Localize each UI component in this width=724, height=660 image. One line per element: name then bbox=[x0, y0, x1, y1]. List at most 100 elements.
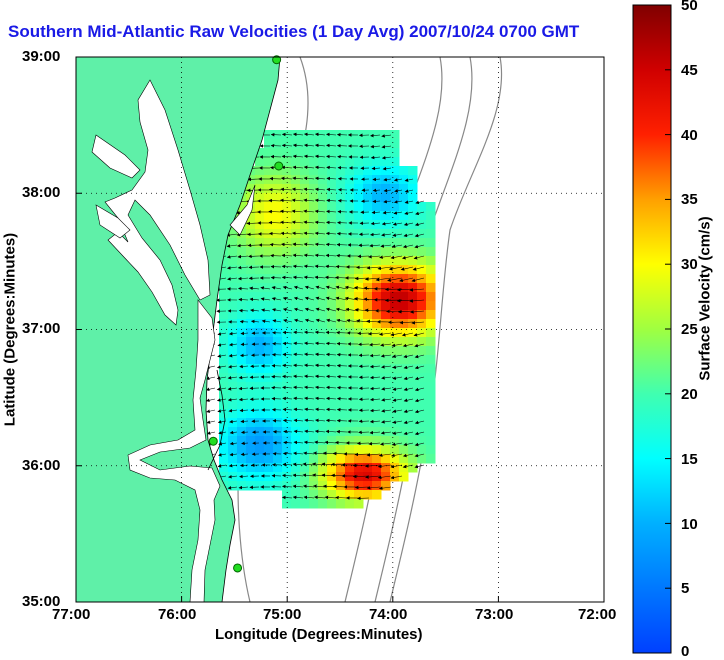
velocity-cell bbox=[327, 220, 337, 230]
velocity-cell bbox=[408, 346, 418, 356]
velocity-cell bbox=[282, 454, 292, 464]
velocity-cell bbox=[282, 202, 292, 212]
velocity-cell bbox=[327, 418, 337, 428]
velocity-cell bbox=[282, 319, 292, 329]
velocity-cell bbox=[390, 184, 400, 194]
velocity-cell bbox=[255, 355, 265, 365]
velocity-cell bbox=[255, 265, 265, 275]
velocity-cell bbox=[327, 400, 337, 410]
velocity-cell bbox=[390, 148, 400, 158]
velocity-cell bbox=[408, 364, 418, 374]
velocity-cell bbox=[219, 445, 229, 455]
velocity-cell bbox=[300, 274, 310, 284]
velocity-cell bbox=[408, 283, 418, 293]
velocity-cell bbox=[408, 355, 418, 365]
velocity-cell bbox=[273, 382, 283, 392]
velocity-cell bbox=[327, 139, 337, 149]
velocity-cell bbox=[282, 211, 292, 221]
velocity-cell bbox=[318, 148, 328, 158]
velocity-cell bbox=[372, 202, 382, 212]
velocity-cell bbox=[309, 436, 319, 446]
velocity-cell bbox=[399, 247, 409, 257]
velocity-cell bbox=[381, 346, 391, 356]
velocity-cell bbox=[291, 454, 301, 464]
velocity-cell bbox=[399, 166, 409, 176]
velocity-cell bbox=[390, 220, 400, 230]
velocity-cell bbox=[219, 364, 229, 374]
velocity-cell bbox=[255, 382, 265, 392]
velocity-cell bbox=[336, 454, 346, 464]
velocity-cell bbox=[300, 238, 310, 248]
velocity-cell bbox=[300, 157, 310, 167]
colorbar-tick-label: 35 bbox=[681, 191, 698, 208]
velocity-cell bbox=[309, 472, 319, 482]
velocity-cell bbox=[345, 436, 355, 446]
colorbar-tick-label: 5 bbox=[681, 580, 689, 597]
velocity-cell bbox=[318, 256, 328, 266]
velocity-cell bbox=[426, 274, 436, 284]
velocity-cell bbox=[345, 148, 355, 158]
velocity-cell bbox=[426, 283, 436, 293]
velocity-cell bbox=[273, 310, 283, 320]
velocity-cell bbox=[264, 463, 274, 473]
velocity-cell bbox=[336, 247, 346, 257]
velocity-cell bbox=[426, 220, 436, 230]
velocity-cell bbox=[372, 319, 382, 329]
velocity-cell bbox=[408, 256, 418, 266]
velocity-cell bbox=[300, 454, 310, 464]
velocity-cell bbox=[273, 436, 283, 446]
velocity-cell bbox=[354, 292, 364, 302]
velocity-cell bbox=[255, 175, 265, 185]
velocity-cell bbox=[345, 355, 355, 365]
velocity-cell bbox=[354, 499, 364, 509]
velocity-cell bbox=[426, 310, 436, 320]
velocity-cell bbox=[363, 265, 373, 275]
colorbar-tick-label: 20 bbox=[681, 386, 698, 403]
velocity-cell bbox=[354, 364, 364, 374]
velocity-cell bbox=[246, 274, 256, 284]
velocity-cell bbox=[363, 427, 373, 437]
velocity-cell bbox=[219, 328, 229, 338]
velocity-cell bbox=[282, 409, 292, 419]
velocity-cell bbox=[291, 337, 301, 347]
velocity-cell bbox=[255, 337, 265, 347]
velocity-cell bbox=[237, 436, 247, 446]
y-axis-label: Latitude (Degrees:Minutes) bbox=[2, 220, 19, 440]
velocity-cell bbox=[264, 139, 274, 149]
velocity-cell bbox=[282, 184, 292, 194]
velocity-cell bbox=[300, 499, 310, 509]
velocity-cell bbox=[417, 445, 427, 455]
velocity-cell bbox=[273, 418, 283, 428]
velocity-cell bbox=[417, 265, 427, 275]
velocity-cell bbox=[381, 247, 391, 257]
velocity-cell bbox=[336, 337, 346, 347]
velocity-cell bbox=[318, 157, 328, 167]
velocity-cell bbox=[318, 247, 328, 257]
velocity-cell bbox=[255, 247, 265, 257]
velocity-cell bbox=[219, 346, 229, 356]
velocity-cell bbox=[372, 157, 382, 167]
velocity-cell bbox=[228, 382, 238, 392]
velocity-cell bbox=[237, 265, 247, 275]
velocity-cell bbox=[354, 175, 364, 185]
velocity-cell bbox=[264, 283, 274, 293]
velocity-cell bbox=[345, 256, 355, 266]
velocity-cell bbox=[318, 454, 328, 464]
velocity-cell bbox=[300, 220, 310, 230]
velocity-cell bbox=[318, 301, 328, 311]
velocity-cell bbox=[390, 157, 400, 167]
velocity-cell bbox=[264, 211, 274, 221]
velocity-cell bbox=[264, 148, 274, 158]
velocity-cell bbox=[282, 238, 292, 248]
velocity-cell bbox=[282, 157, 292, 167]
velocity-cell bbox=[255, 256, 265, 266]
velocity-cell bbox=[291, 184, 301, 194]
velocity-cell bbox=[336, 310, 346, 320]
velocity-cell bbox=[228, 400, 238, 410]
velocity-cell bbox=[372, 166, 382, 176]
velocity-cell bbox=[318, 220, 328, 230]
velocity-cell bbox=[354, 139, 364, 149]
velocity-cell bbox=[264, 238, 274, 248]
velocity-cell bbox=[291, 193, 301, 203]
velocity-cell bbox=[327, 481, 337, 491]
